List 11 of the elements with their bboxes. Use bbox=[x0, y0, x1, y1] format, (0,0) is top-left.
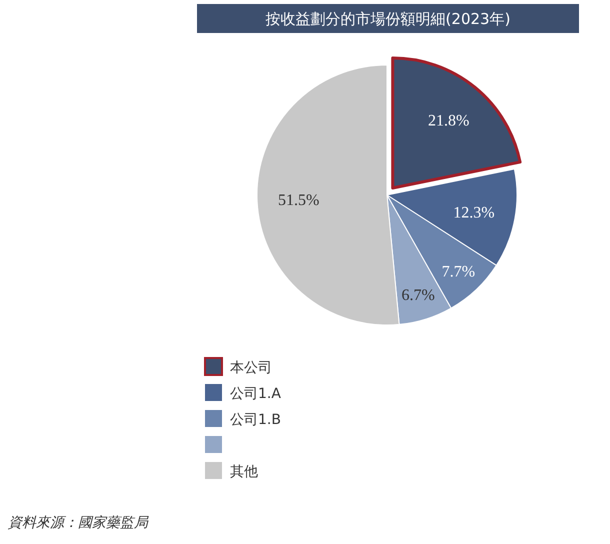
data-label: 51.5% bbox=[278, 192, 320, 210]
data-label: 12.3% bbox=[453, 204, 495, 222]
legend-label: 本公司 bbox=[230, 360, 272, 376]
legend-label: 公司1.B bbox=[230, 412, 281, 428]
legend-label: 公司1.A bbox=[230, 386, 282, 402]
data-label: 7.7% bbox=[442, 264, 476, 281]
legend-label: 其他 bbox=[230, 464, 258, 480]
source-note: 資料來源：國家藥監局 bbox=[8, 515, 149, 531]
data-label: 6.7% bbox=[402, 287, 435, 304]
data-label: 21.8% bbox=[428, 112, 470, 130]
chart-title: 按收益劃分的市場份額明細(2023年) bbox=[266, 10, 510, 28]
